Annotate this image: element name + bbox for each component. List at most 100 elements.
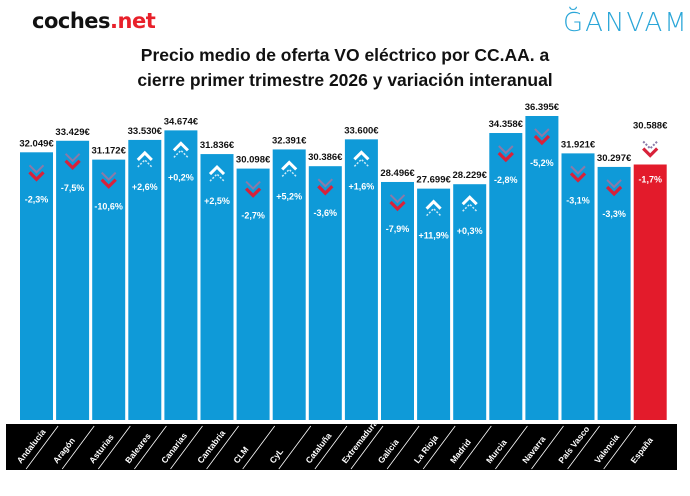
down-arrow-icon [317,185,334,196]
value-label: 32.391€ [272,135,307,146]
change-label: -7,5% [61,183,85,193]
bar-8 [308,166,342,420]
value-label: 33.600€ [344,125,379,136]
bar-6 [236,168,270,420]
bar-15 [561,153,595,420]
category-separator [567,425,600,470]
change-label: +0,2% [168,172,194,182]
down-arrow-icon-trail [100,171,117,182]
category-separator [25,425,59,470]
change-label: -7,9% [386,224,410,234]
value-label: 30.098€ [236,155,271,166]
change-label: +0,3% [457,226,483,236]
value-label: 31.172€ [92,146,127,157]
down-arrow-icon [533,134,551,146]
change-label: -3,6% [314,208,338,218]
down-arrow-icon [28,171,45,182]
change-label: +2,6% [132,182,158,192]
bar-14 [525,116,559,420]
category-separator [458,425,492,470]
category-separator [242,425,276,470]
bar-11 [417,188,451,420]
down-arrow-icon [605,185,623,197]
category-separator [386,425,420,470]
down-arrow-icon [64,159,81,171]
bar-0 [20,152,53,420]
down-arrow-icon-trail [642,140,658,150]
category-separator [495,425,528,470]
change-label: -2,8% [494,175,518,185]
category-separator [531,425,564,470]
value-label: 27.699€ [416,175,451,186]
category-separator [206,425,239,470]
bar-7 [272,149,306,421]
chart-title: Precio medio de oferta VO eléctrico por … [0,43,690,93]
value-label: 28.496€ [380,168,415,179]
category-separator [603,425,637,470]
up-arrow-icon [425,199,442,210]
down-arrow-icon [642,147,659,158]
up-arrow-icon [208,164,226,176]
up-arrow-icon [172,141,189,152]
up-arrow-icon [281,160,298,171]
up-arrow-icon [461,195,478,206]
change-label: -2,3% [25,194,49,204]
bar-16 [597,166,631,420]
value-label: 30.297€ [597,153,632,164]
change-label: +11,9% [418,231,448,241]
value-label: 34.674€ [164,116,199,127]
change-label: -1,7% [638,175,662,185]
value-label: 33.429€ [55,127,90,138]
bar-9 [344,139,378,420]
value-label: 31.836€ [200,140,235,151]
bar-4 [164,130,198,420]
category-separator [61,425,95,470]
category-separator [278,425,312,470]
down-arrow-icon-trail [245,180,261,191]
bar-2 [92,159,126,420]
bar-12 [453,184,487,420]
category-separator [97,425,131,470]
bar-17 [633,164,667,420]
bar-1 [56,140,90,420]
down-arrow-icon-trail [534,128,550,138]
ganvam-logo: ĞANVAM [563,8,689,38]
down-arrow-icon [569,172,587,183]
value-label: 33.530€ [128,126,163,137]
logo-text-accent: .net [110,9,156,33]
bar-5 [200,154,234,421]
down-arrow-icon-trail [498,145,514,155]
change-label: +1,6% [349,181,375,191]
down-arrow-icon [100,178,117,189]
value-label: 31.921€ [561,139,596,150]
category-label-band [6,424,677,470]
up-arrow-icon [353,150,370,161]
down-arrow-icon [244,187,262,198]
category-separator [134,425,167,470]
bar-3 [128,139,162,420]
change-label: -3,3% [602,209,626,219]
value-label: 30.588€ [633,121,668,132]
category-separator [170,425,203,470]
change-label: -10,6% [94,202,123,212]
down-arrow-icon [497,151,514,163]
down-arrow-icon-trail [28,164,45,174]
value-label: 36.395€ [525,102,560,113]
chart-title-line-2: cierre primer trimestre 2026 y variación… [137,70,553,90]
bar-10 [381,181,414,420]
value-label: 34.358€ [489,119,524,130]
cochesnet-logo: coches.net [32,9,156,33]
category-separator [350,425,384,470]
down-arrow-icon-trail [64,153,81,163]
down-arrow-icon-trail [606,179,622,189]
down-arrow-icon-trail [570,165,586,175]
change-label: -3,1% [566,195,590,205]
value-label: 32.049€ [19,138,54,149]
value-label: 30.386€ [308,152,343,163]
chart-title-line-1: Precio medio de oferta VO eléctrico por … [140,45,550,65]
bar-13 [489,133,523,420]
value-label: 28.229€ [453,170,488,181]
logo-text: coches [32,9,111,33]
up-arrow-icon [136,150,153,161]
